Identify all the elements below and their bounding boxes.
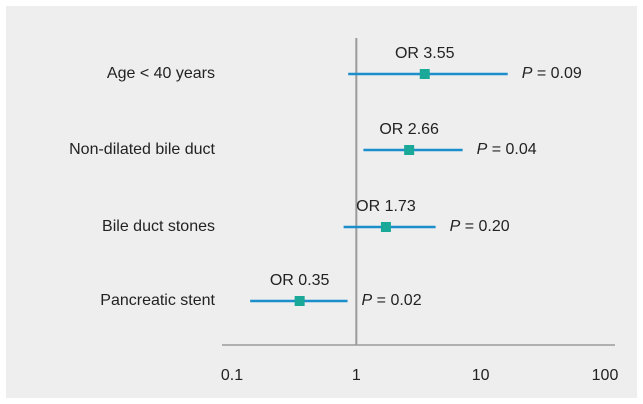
category-label: Non-dilated bile duct bbox=[69, 141, 215, 158]
odds-ratio-point bbox=[404, 145, 415, 155]
category-label: Bile duct stones bbox=[102, 218, 215, 235]
data-label: OR 1.73 bbox=[356, 198, 416, 215]
p-value-label: P = 0.04 bbox=[477, 141, 537, 158]
x-tick-label: 100 bbox=[592, 367, 619, 384]
plot-background bbox=[6, 6, 637, 398]
odds-ratio-point bbox=[419, 69, 430, 79]
data-label: OR 3.55 bbox=[395, 45, 455, 62]
x-tick-label: 0.1 bbox=[221, 367, 243, 384]
data-label: OR 2.66 bbox=[379, 121, 439, 138]
p-value-label: P = 0.20 bbox=[450, 218, 510, 235]
category-label: Age < 40 years bbox=[107, 65, 215, 82]
odds-ratio-point bbox=[294, 296, 305, 306]
x-tick-label: 10 bbox=[472, 367, 490, 384]
category-label: Pancreatic stent bbox=[100, 292, 215, 309]
p-value-label: P = 0.09 bbox=[522, 65, 582, 82]
p-value-label: P = 0.02 bbox=[362, 292, 422, 309]
x-tick-label: 1 bbox=[352, 367, 361, 384]
data-label: OR 0.35 bbox=[270, 272, 330, 289]
odds-ratio-point bbox=[380, 222, 391, 232]
